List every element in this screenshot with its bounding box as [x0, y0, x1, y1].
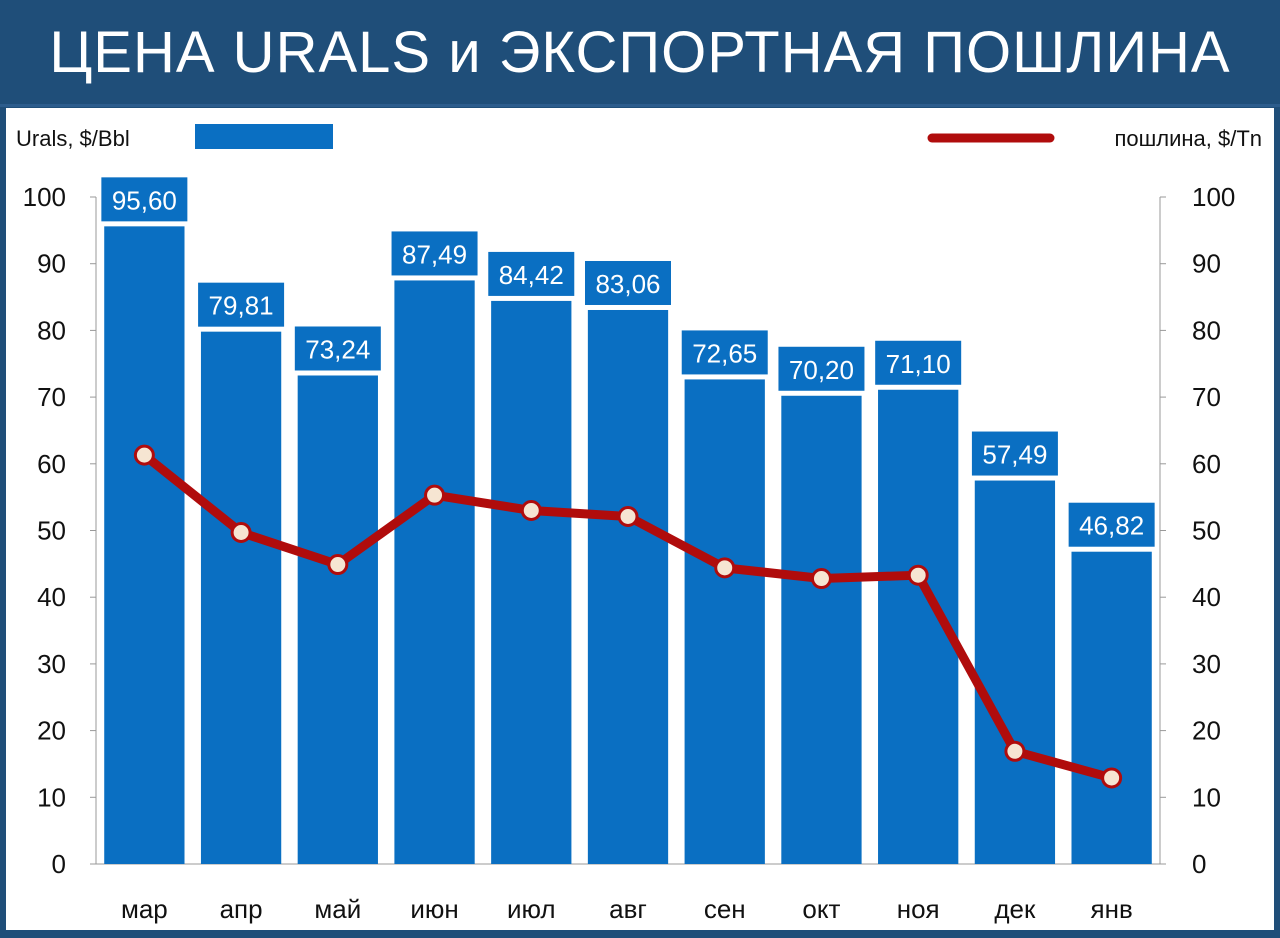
data-label-box: [875, 340, 962, 385]
right-tick-label: 90: [1192, 249, 1221, 279]
right-tick-label: 100: [1192, 182, 1235, 212]
data-label: 73,24: [305, 334, 370, 364]
bar-авг: [587, 309, 669, 864]
left-tick-label: 20: [37, 716, 66, 746]
duty-point-июн: [424, 484, 446, 506]
category-label: июл: [507, 894, 556, 924]
duty-point-май: [327, 554, 349, 576]
data-label-box: [971, 431, 1058, 476]
duty-point-ноя: [907, 564, 929, 586]
bar-янв: [1071, 551, 1152, 864]
category-label: авг: [609, 894, 647, 924]
category-label: ноя: [897, 894, 940, 924]
right-tick-label: 20: [1192, 716, 1221, 746]
left-tick-label: 0: [52, 849, 66, 879]
right-tick-label: 60: [1192, 449, 1221, 479]
right-tick-label: 40: [1192, 582, 1221, 612]
data-label: 57,49: [982, 440, 1047, 470]
bar-мар: [104, 226, 185, 864]
duty-point-сен: [714, 557, 736, 579]
data-label: 83,06: [595, 269, 660, 299]
legend-bar-label: Urals, $/Bbl: [16, 126, 130, 151]
duty-point-авг: [617, 505, 639, 527]
data-label-box: [101, 177, 188, 222]
left-tick-label: 100: [23, 182, 66, 212]
data-label-box: [585, 260, 671, 305]
data-label-box: [391, 231, 478, 276]
left-tick-label: 10: [37, 782, 66, 812]
category-label: июн: [410, 894, 458, 924]
category-label: сен: [704, 894, 746, 924]
category-label: янв: [1091, 894, 1133, 924]
duty-point-янв: [1101, 767, 1123, 789]
left-tick-label: 40: [37, 582, 66, 612]
bar-апр: [200, 331, 282, 864]
data-label: 46,82: [1079, 511, 1144, 541]
left-tick-label: 80: [37, 315, 66, 345]
duty-point-окт: [810, 568, 832, 590]
bar-июн: [394, 280, 475, 864]
right-tick-label: 80: [1192, 315, 1221, 345]
data-label-box: [294, 326, 381, 371]
data-label-box: [681, 330, 768, 375]
title-bar: ЦЕНА URALS и ЭКСПОРТНАЯ ПОШЛИНА: [0, 0, 1280, 107]
chart-title: ЦЕНА URALS и ЭКСПОРТНАЯ ПОШЛИНА: [49, 19, 1231, 85]
data-label-box: [778, 346, 865, 391]
right-tick-label: 10: [1192, 782, 1221, 812]
left-tick-label: 60: [37, 449, 66, 479]
data-label: 95,60: [112, 185, 177, 215]
category-label: май: [314, 894, 361, 924]
duty-point-дек: [1004, 740, 1026, 762]
category-label: дек: [994, 894, 1036, 924]
category-label: окт: [802, 894, 840, 924]
data-label-box: [198, 282, 285, 327]
bar-дек: [974, 480, 1056, 864]
bar-сен: [684, 379, 765, 864]
right-tick-label: 50: [1192, 516, 1221, 546]
data-label: 72,65: [692, 338, 757, 368]
bar-май: [297, 375, 378, 864]
data-label: 71,10: [886, 349, 951, 379]
duty-point-мар: [133, 444, 155, 466]
data-label: 79,81: [209, 291, 274, 321]
left-tick-label: 50: [37, 516, 66, 546]
legend-line-label: пошлина, $/Tn: [1114, 126, 1262, 151]
data-label: 84,42: [499, 260, 564, 290]
category-label: мар: [121, 894, 168, 924]
bar-окт: [781, 395, 862, 864]
right-tick-label: 0: [1192, 849, 1206, 879]
left-tick-label: 30: [37, 649, 66, 679]
duty-point-апр: [230, 522, 252, 544]
right-tick-label: 70: [1192, 382, 1221, 412]
bar-июл: [491, 300, 572, 865]
left-tick-label: 70: [37, 382, 66, 412]
legend-bar-swatch: [195, 124, 333, 149]
data-label: 87,49: [402, 239, 467, 269]
data-label-box: [1068, 502, 1155, 547]
duty-point-июл: [520, 499, 542, 521]
right-tick-label: 30: [1192, 649, 1221, 679]
data-label-box: [488, 251, 575, 296]
data-label: 70,20: [789, 355, 854, 385]
left-tick-label: 90: [37, 249, 66, 279]
category-label: апр: [220, 894, 263, 924]
